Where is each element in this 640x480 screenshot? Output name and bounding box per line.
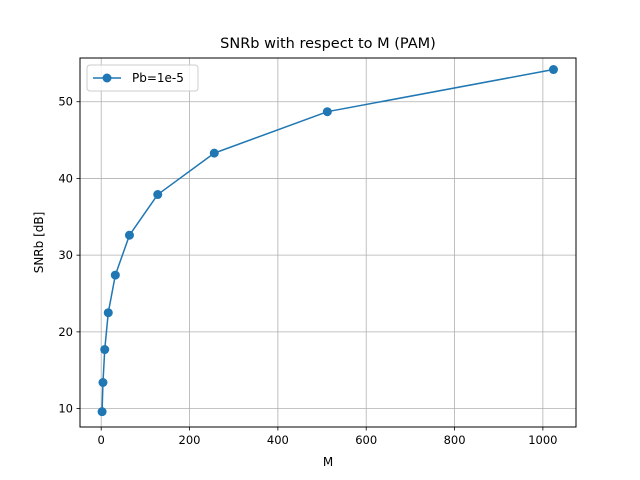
data-point xyxy=(98,378,108,388)
y-tick-label: 40 xyxy=(58,171,73,185)
grid xyxy=(80,58,576,427)
data-point xyxy=(124,230,134,240)
x-tick-label: 800 xyxy=(444,433,466,447)
x-axis-label: M xyxy=(323,455,333,469)
plot-area-frame xyxy=(79,57,577,428)
legend-entry-label: Pb=1e-5 xyxy=(132,71,184,85)
x-tick-label: 0 xyxy=(98,433,105,447)
chart-title: SNRb with respect to M (PAM) xyxy=(220,36,436,52)
legend: Pb=1e-5 xyxy=(86,64,199,92)
y-tick-label: 20 xyxy=(58,325,73,339)
x-tick-label: 400 xyxy=(267,433,289,447)
x-tick-label: 600 xyxy=(355,433,377,447)
legend-box xyxy=(86,64,199,92)
ticks: 0 200 400 600 800 1000 10 20 30 40 50 xyxy=(58,95,557,447)
y-axis-label: SNRb [dB] xyxy=(32,212,46,274)
data-point xyxy=(153,190,163,200)
data-point xyxy=(209,148,219,158)
x-tick-label: 1000 xyxy=(528,433,557,447)
data-point xyxy=(548,65,558,75)
y-tick-label: 10 xyxy=(58,402,73,416)
y-tick-label: 30 xyxy=(58,248,73,262)
y-tick-label: 50 xyxy=(58,95,73,109)
data-point xyxy=(322,107,332,117)
series-line xyxy=(101,68,554,412)
data-point xyxy=(110,270,120,280)
series-layer xyxy=(97,65,558,417)
data-point xyxy=(97,407,107,417)
data-point xyxy=(103,308,113,318)
x-tick-label: 200 xyxy=(179,433,201,447)
legend-marker-sample xyxy=(102,73,112,83)
data-point xyxy=(100,345,110,355)
